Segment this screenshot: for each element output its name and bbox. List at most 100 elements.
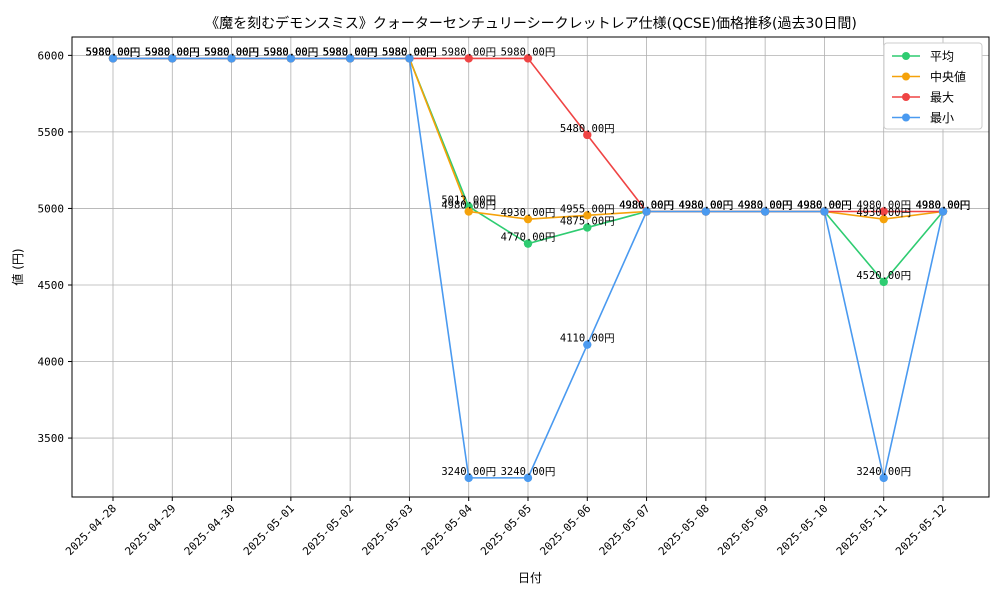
data-point [523,239,533,248]
data-label: 4980.00円 [678,200,733,212]
data-label: 5980.00円 [382,46,437,58]
data-label: 4980.00円 [619,200,674,212]
data-point [583,340,592,349]
y-tick-label: 5500 [38,126,65,139]
data-label: 4980.00円 [619,200,674,212]
grid [72,37,989,497]
plot-frame [71,36,990,498]
x-axis-label: 日付 [518,571,542,585]
x-tick-label: 2025-05-10 [775,502,831,558]
data-label: 5980.00円 [263,46,318,58]
data-label: 5980.00円 [86,46,141,58]
data-label: 4980.00円 [916,200,971,212]
data-point [523,54,533,63]
data-point [760,207,770,216]
x-tick-label: 2025-05-04 [419,502,475,558]
x-tick-label: 2025-05-02 [300,502,356,558]
legend-label: 中央値 [930,69,966,84]
y-tick-label: 4000 [38,356,65,369]
data-point [405,54,414,63]
data-label: 4980.00円 [738,200,793,212]
x-tick-label: 2025-05-06 [537,502,593,558]
data-point [583,130,592,140]
legend-box [883,42,983,130]
data-label: 5980.00円 [263,46,318,58]
data-point [879,207,888,216]
data-point [464,473,473,483]
x-tick-label: 2025-05-01 [241,502,297,558]
data-label: 4980.00円 [619,200,674,212]
data-label: 5980.00円 [441,46,496,58]
data-label: 4980.00円 [797,200,852,212]
series-layer [108,54,948,483]
legend-label: 平均 [930,50,954,64]
data-label: 5980.00円 [501,46,556,58]
data-label: 5980.00円 [145,46,200,58]
data-point [701,207,711,216]
data-point [938,207,948,216]
data-point [583,211,592,220]
x-tick-label: 2025-04-30 [182,502,238,558]
data-label: 5980.00円 [204,46,259,58]
data-label: 5980.00円 [263,46,318,58]
legend-marker [902,93,910,101]
data-point [820,207,829,216]
data-point [286,54,296,63]
data-label: 4980.00円 [678,200,733,212]
data-point [227,54,236,63]
data-label: 4110.00円 [560,333,615,345]
data-point [464,54,473,63]
y-tick-label: 5000 [38,202,65,215]
legend-label: 最大 [930,91,954,105]
x-tick-label: 2025-04-29 [122,502,178,558]
x-tick-label: 2025-05-03 [360,502,416,558]
data-point [879,473,888,483]
data-label: 5980.00円 [86,46,141,58]
data-label: 3240.00円 [856,466,911,478]
data-label: 5980.00円 [263,46,318,58]
data-label: 5980.00円 [204,46,259,58]
data-label: 3240.00円 [441,466,496,478]
data-label: 3240.00円 [501,466,556,478]
x-axis: 2025-04-28 2025-04-29 2025-04-30 2025-05-01… [63,497,949,558]
data-point [583,223,592,232]
data-label: 4980.00円 [678,200,733,212]
data-point [464,207,473,216]
data-label: 4980.00円 [856,200,911,212]
data-point [523,214,533,224]
data-label: 5980.00円 [145,46,200,58]
x-tick-label: 2025-05-05 [478,502,534,558]
y-tick-label: 3500 [38,432,65,445]
x-tick-label: 2025-05-07 [597,502,653,558]
data-label: 4980.00円 [441,200,496,212]
data-label: 5980.00円 [323,46,378,58]
data-label: 5980.00円 [382,46,437,58]
data-label: 5012.00円 [441,195,496,207]
data-label: 5980.00円 [382,46,437,58]
data-label: 5980.00円 [204,46,259,58]
y-tick-label: 6000 [38,49,65,62]
data-label: 4980.00円 [678,200,733,212]
chart-title: 《魔を刻むデモンスミス》クォーターセンチュリーシークレットレア仕様(QCSE)価… [205,15,857,32]
data-label: 4980.00円 [797,200,852,212]
x-tick-label: 2025-05-12 [893,502,949,558]
data-point [345,54,355,63]
legend-marker [902,113,910,122]
data-point [642,207,651,216]
y-axis: 3500 4000 4500 5000 5500 6000 [38,49,72,445]
data-label: 4980.00円 [797,200,852,212]
legend-label: 最小 [930,111,954,125]
data-label: 4980.00円 [738,200,793,212]
data-point [108,54,118,63]
data-label: 5980.00円 [382,46,437,58]
data-point [879,214,888,224]
data-label: 5980.00円 [204,46,259,58]
data-label: 5980.00円 [323,46,378,58]
x-tick-label: 2025-05-08 [656,502,712,558]
data-label: 4980.00円 [916,200,971,212]
data-point [168,54,177,63]
data-label: 5980.00円 [86,46,141,58]
x-tick-label: 2025-04-28 [63,502,119,558]
